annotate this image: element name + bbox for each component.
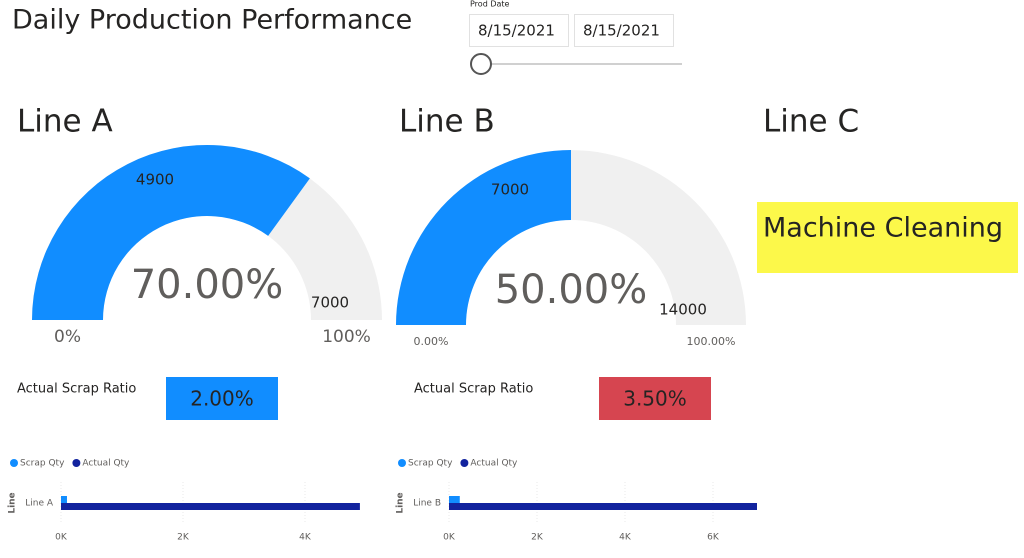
bar: [61, 503, 360, 510]
panel-title: Line B: [399, 104, 495, 140]
status-text: Machine Cleaning: [763, 213, 1003, 244]
bar: [449, 503, 757, 510]
gauge-percent: 70.00%: [131, 262, 284, 308]
x-tick-label: 6K: [707, 533, 720, 543]
gauge-tick-label: 0.00%: [414, 335, 449, 348]
card-value: 2.00%: [190, 387, 254, 411]
card-value: 3.50%: [623, 387, 687, 411]
category-label: Line B: [413, 499, 441, 509]
page-title: Daily Production Performance: [12, 5, 412, 36]
card-box: [599, 377, 711, 420]
legend-label: Scrap Qty: [20, 459, 65, 469]
bar: [61, 496, 67, 503]
x-tick-label: 4K: [299, 533, 312, 543]
bar: [449, 496, 460, 503]
x-tick-label: 0K: [55, 533, 68, 543]
x-tick-label: 0K: [443, 533, 456, 543]
y-axis-title: Line: [8, 492, 18, 513]
end-date-box[interactable]: [574, 14, 674, 47]
slider-handle[interactable]: [470, 53, 492, 75]
card-label: Actual Scrap Ratio: [414, 382, 533, 397]
gauge-percent: 50.00%: [495, 267, 648, 313]
legend-label: Actual Qty: [470, 459, 518, 469]
gauge-tick-label: 0%: [54, 327, 81, 347]
gauge-value: [396, 150, 571, 325]
gauge-value: [32, 145, 310, 320]
legend-marker: [10, 459, 18, 467]
x-tick-label: 4K: [619, 533, 632, 543]
y-axis-title: Line: [396, 492, 406, 513]
start-date-box[interactable]: [469, 14, 569, 47]
card-box: [166, 377, 278, 420]
legend-marker: [72, 459, 81, 467]
category-label: Line A: [25, 499, 54, 509]
gauge-tick-label: 100.00%: [687, 335, 736, 348]
end-date[interactable]: 8/15/2021: [583, 22, 660, 40]
card-label: Actual Scrap Ratio: [17, 382, 136, 397]
x-tick-label: 2K: [177, 533, 190, 543]
gauge-max-label: 14000: [659, 301, 707, 319]
slicer-label: Prod Date: [470, 0, 510, 9]
status-box: [757, 202, 1018, 273]
panel-title: Line C: [763, 104, 859, 140]
x-tick-label: 2K: [531, 533, 544, 543]
gauge-value-label: 7000: [491, 181, 529, 199]
legend-marker: [460, 459, 469, 467]
gauge-max-label: 7000: [311, 294, 349, 312]
gauge-tick-label: 100%: [322, 327, 371, 347]
legend-label: Actual Qty: [82, 459, 130, 469]
panel-title: Line A: [17, 104, 113, 140]
legend-marker: [398, 459, 406, 467]
start-date[interactable]: 8/15/2021: [478, 22, 555, 40]
gauge-value-label: 4900: [136, 171, 174, 189]
legend-label: Scrap Qty: [408, 459, 453, 469]
